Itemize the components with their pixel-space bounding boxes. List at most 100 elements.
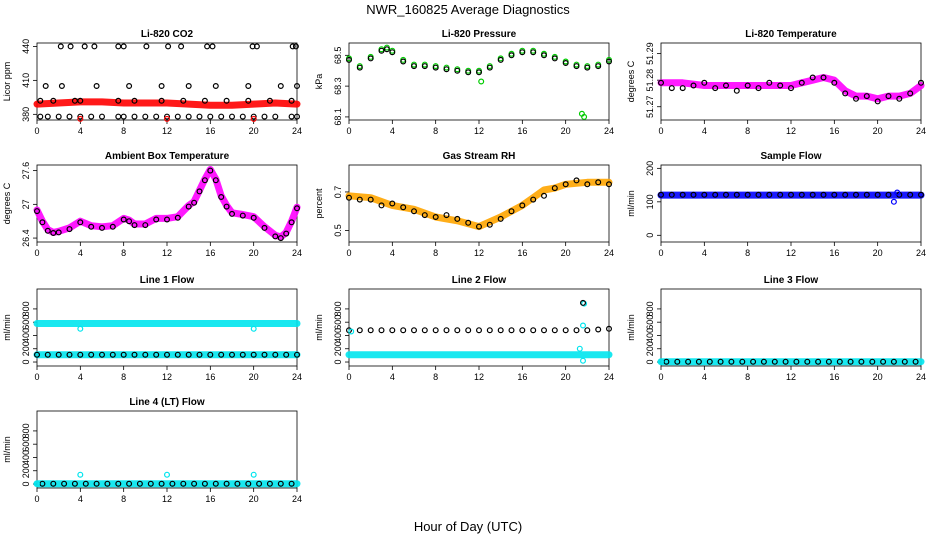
data-point [760, 358, 767, 365]
data-point [66, 113, 73, 120]
x-tick-label: 8 [433, 126, 438, 136]
x-tick-label: 0 [346, 248, 351, 258]
data-point [421, 212, 428, 219]
data-point [356, 327, 363, 334]
data-point [294, 351, 301, 358]
data-point [91, 43, 98, 50]
data-point [174, 113, 181, 120]
data-point [277, 480, 284, 487]
data-point [50, 97, 57, 104]
data-point [261, 351, 268, 358]
data-point [573, 63, 580, 70]
data-point [793, 358, 800, 365]
data-point [744, 82, 751, 89]
data-point [174, 351, 181, 358]
data-point [777, 191, 784, 198]
data-point [126, 480, 133, 487]
data-point [229, 210, 236, 217]
y-tick-label: 200 [645, 161, 655, 176]
panel-4: Ambient Box Temperature degrees C 0 4 8 12 16 2… [2, 151, 302, 258]
data-point [744, 191, 751, 198]
data-point [115, 97, 122, 104]
data-point [486, 64, 493, 71]
data-point [389, 327, 396, 334]
data-point [551, 185, 558, 192]
x-tick-label: 4 [390, 248, 395, 258]
data-point [562, 181, 569, 188]
data-point [250, 471, 257, 478]
data-point [77, 351, 84, 358]
y-tick-label: 0 [21, 482, 31, 487]
plot-frame [36, 410, 298, 489]
data-point [497, 215, 504, 222]
series-band [657, 74, 925, 103]
series-3 [77, 115, 257, 122]
data-point [443, 212, 450, 219]
data-point [245, 480, 252, 487]
data-point [551, 55, 558, 62]
data-point [890, 198, 897, 205]
data-point [411, 327, 418, 334]
data-point [465, 69, 472, 76]
data-point [131, 222, 138, 229]
series-4 [579, 299, 586, 306]
data-point [798, 79, 805, 86]
data-point [174, 214, 181, 221]
data-point [595, 179, 602, 186]
panel-title: Li-820 Pressure [442, 29, 517, 40]
x-tick-label: 16 [517, 248, 527, 258]
data-point [164, 113, 171, 120]
series-3 [33, 351, 301, 358]
data-point [55, 229, 62, 236]
data-point [288, 113, 295, 120]
data-point [576, 345, 583, 352]
y-axis-label: ml/min [2, 314, 12, 341]
data-point [218, 194, 225, 201]
data-point [400, 327, 407, 334]
data-point [863, 191, 870, 198]
y-axis-label: percent [314, 188, 324, 219]
data-point [874, 98, 881, 105]
x-tick-label: 24 [916, 248, 926, 258]
data-point [657, 79, 664, 86]
panel-title: Line 2 Flow [452, 275, 507, 286]
x-tick-label: 24 [292, 126, 302, 136]
data-point [250, 214, 257, 221]
data-point [191, 480, 198, 487]
plot-frame [36, 164, 298, 243]
data-point [120, 43, 127, 50]
data-point [164, 216, 171, 223]
data-point [37, 97, 44, 104]
data-point [77, 325, 84, 332]
x-tick-label: 4 [702, 372, 707, 382]
x-tick-label: 12 [162, 248, 172, 258]
x-tick-label: 0 [34, 126, 39, 136]
data-point [432, 214, 439, 221]
data-point [755, 85, 762, 92]
x-tick-label: 12 [474, 126, 484, 136]
panel-1: Li-820 CO2 Licor ppm 0 4 8 12 16 20 24 380 410 440 [2, 29, 302, 136]
x-tick-label: 24 [916, 126, 926, 136]
data-point [164, 115, 171, 122]
x-tick-label: 4 [78, 126, 83, 136]
data-point [728, 358, 735, 365]
data-point [185, 82, 192, 89]
data-point [378, 327, 385, 334]
panel-3: Li-820 Temperature degrees C 0 4 8 12 16 20 24 51… [626, 29, 926, 136]
y-tick-label: 27.6 [21, 162, 31, 180]
data-point [201, 177, 208, 184]
data-point [443, 66, 450, 73]
y-tick-label: 800 [21, 423, 31, 438]
y-tick-label: 68.5 [333, 47, 343, 65]
data-point [229, 351, 236, 358]
x-tick-label: 16 [205, 494, 215, 504]
x-tick-label: 0 [34, 494, 39, 504]
x-tick-label: 12 [786, 126, 796, 136]
data-point [573, 177, 580, 184]
data-point [250, 351, 257, 358]
x-tick-label: 12 [162, 372, 172, 382]
data-point [400, 58, 407, 65]
data-point [668, 191, 675, 198]
data-point [178, 43, 185, 50]
data-point [831, 79, 838, 86]
